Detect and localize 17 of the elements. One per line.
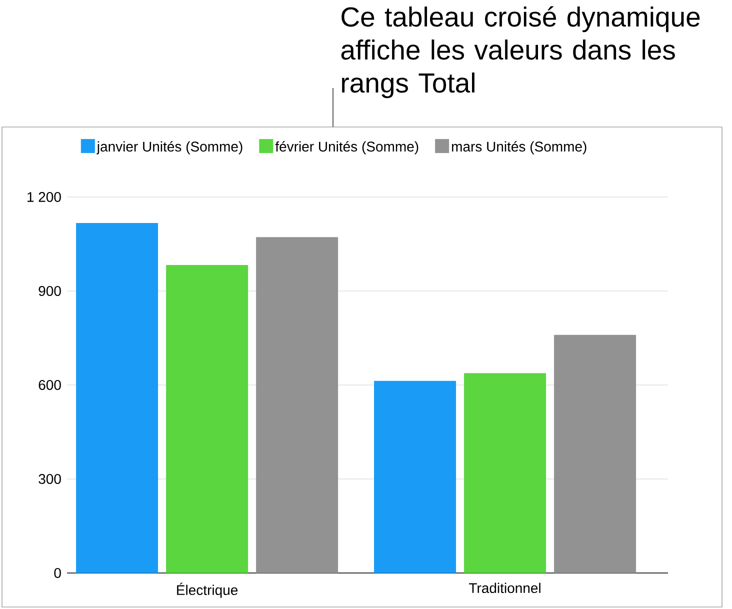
x-tick-label: Traditionnel <box>469 582 540 594</box>
y-tick-label: 600 <box>38 380 61 390</box>
bar <box>76 223 158 573</box>
y-tick-label: 1 200 <box>28 192 61 202</box>
y-tick-label: 300 <box>38 474 61 484</box>
y-tick-label: 900 <box>38 286 61 296</box>
x-tick-label: Électrique <box>177 582 238 598</box>
legend-label: février Unités (Somme) <box>275 141 418 154</box>
bar <box>256 237 338 573</box>
bar <box>554 334 636 573</box>
bar <box>166 264 248 573</box>
bar <box>374 380 456 573</box>
legend-label: janvier Unités (Somme) <box>96 141 242 154</box>
bar <box>464 373 546 573</box>
y-tick-label: 0 <box>54 568 61 578</box>
text: Ce tableau croisé dynamique affiche les valeurs dans les rangs Total <box>341 6 700 98</box>
legend-label: mars Unités (Somme) <box>452 141 586 154</box>
